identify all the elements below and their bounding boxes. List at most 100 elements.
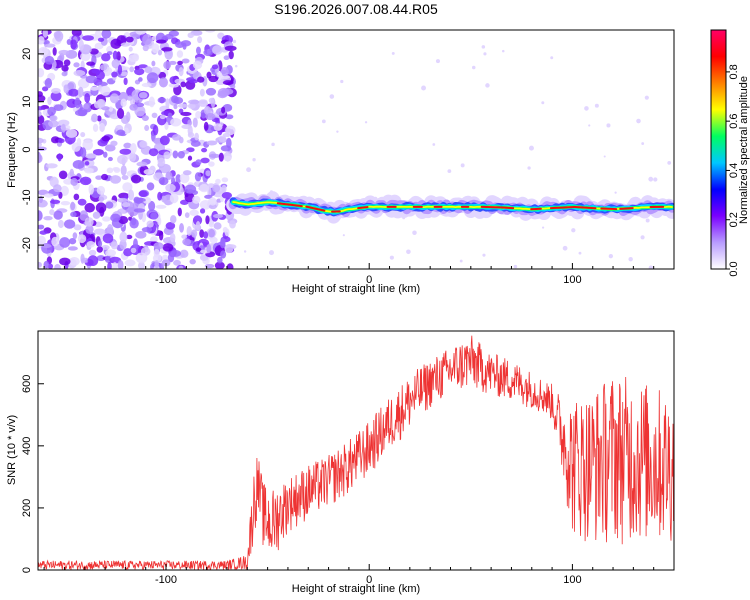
noise-blob: [157, 97, 167, 104]
snr-panel: -100 0 100 0 200 400 600 Height of straight l…: [6, 330, 675, 595]
noise-blob: [164, 33, 174, 40]
snr-x-axis-label: Height of straight line (km): [292, 583, 420, 595]
noise-blob: [138, 190, 148, 197]
noise-dot: [640, 235, 645, 240]
noise-blob: [44, 43, 56, 48]
noise-blob: [38, 68, 45, 78]
spectrogram-y-tick-label: 10: [21, 96, 33, 108]
noise-blob: [213, 123, 223, 131]
noise-blob: [198, 100, 209, 107]
noise-dot: [541, 101, 545, 105]
noise-blob: [150, 236, 158, 243]
noise-blob: [155, 39, 167, 44]
noise-blob: [117, 197, 128, 203]
noise-blob: [153, 242, 164, 250]
noise-blob: [186, 226, 192, 237]
noise-blob: [73, 70, 86, 77]
snr-x-tick-label: -100: [155, 574, 177, 586]
noise-blob: [120, 42, 131, 47]
noise-blob: [69, 168, 74, 177]
noise-blob: [219, 238, 226, 249]
snr-y-tick-label: 0: [21, 567, 33, 573]
noise-blob: [127, 189, 135, 201]
noise-blob: [199, 88, 205, 97]
noise-blob: [157, 216, 162, 226]
noise-blob: [152, 124, 159, 136]
noise-blob: [205, 170, 211, 177]
noise-blob: [77, 198, 87, 206]
noise-blob: [215, 178, 221, 185]
noise-blob: [184, 184, 197, 194]
noise-blob: [179, 173, 190, 184]
noise-blob: [80, 51, 91, 61]
noise-blob: [169, 232, 176, 243]
noise-blob: [150, 212, 158, 220]
noise-blob: [96, 255, 106, 262]
noise-blob: [199, 208, 206, 214]
noise-blob: [116, 108, 125, 119]
noise-blob: [144, 124, 150, 131]
noise-blob: [59, 257, 71, 266]
noise-blob: [109, 93, 120, 104]
noise-blob: [92, 211, 101, 219]
noise-blob: [111, 71, 118, 78]
noise-blob: [208, 228, 215, 238]
noise-blob: [187, 131, 195, 138]
noise-blob: [43, 260, 50, 269]
noise-blob: [200, 157, 210, 164]
noise-blob: [148, 148, 159, 157]
noise-blob: [151, 43, 160, 54]
ridge-peak: [530, 207, 542, 211]
noise-dot: [243, 250, 247, 253]
noise-blob: [101, 173, 109, 181]
noise-blob: [204, 194, 213, 199]
noise-blob: [195, 111, 202, 119]
noise-dot: [645, 218, 650, 223]
noise-dot: [471, 65, 476, 70]
noise-blob: [188, 99, 200, 105]
noise-dot: [485, 83, 490, 88]
noise-blob: [122, 182, 133, 192]
noise-blob: [102, 216, 111, 222]
ridge-peak: [574, 206, 597, 210]
noise-blob: [65, 129, 78, 138]
noise-blob: [38, 137, 44, 144]
noise-blob: [225, 125, 236, 136]
noise-blob: [204, 263, 215, 269]
noise-dot: [502, 49, 505, 53]
noise-dot: [391, 51, 395, 55]
noise-blob: [203, 121, 209, 131]
noise-blob: [178, 265, 184, 269]
noise-blob: [67, 246, 78, 251]
noise-blob: [49, 199, 61, 204]
noise-blob: [130, 174, 142, 184]
noise-dot: [482, 253, 486, 257]
noise-dot: [271, 142, 275, 147]
noise-blob: [151, 60, 156, 67]
noise-blob: [133, 196, 141, 204]
noise-dot: [584, 106, 589, 111]
noise-blob: [212, 45, 223, 55]
ridge-peak: [357, 206, 369, 210]
noise-blob: [102, 233, 114, 244]
noise-blob: [57, 119, 70, 127]
noise-blob: [84, 202, 95, 213]
noise-blob: [205, 215, 210, 225]
noise-blob: [97, 240, 103, 247]
noise-blob: [61, 71, 68, 77]
noise-blob: [96, 185, 106, 195]
colorbar-tick-label: 0.2: [728, 212, 740, 227]
noise-blob: [110, 241, 118, 250]
noise-blob: [203, 49, 214, 57]
noise-dot: [606, 123, 611, 128]
snr-x-ticks: -100 0 100: [43, 564, 675, 586]
noise-blob: [180, 111, 192, 117]
noise-blob: [141, 226, 153, 233]
noise-blob: [74, 109, 87, 117]
noise-blob: [92, 123, 99, 132]
noise-blob: [125, 36, 134, 43]
snr-frame: [37, 330, 675, 571]
noise-blob: [135, 231, 147, 239]
noise-blob: [92, 148, 104, 156]
